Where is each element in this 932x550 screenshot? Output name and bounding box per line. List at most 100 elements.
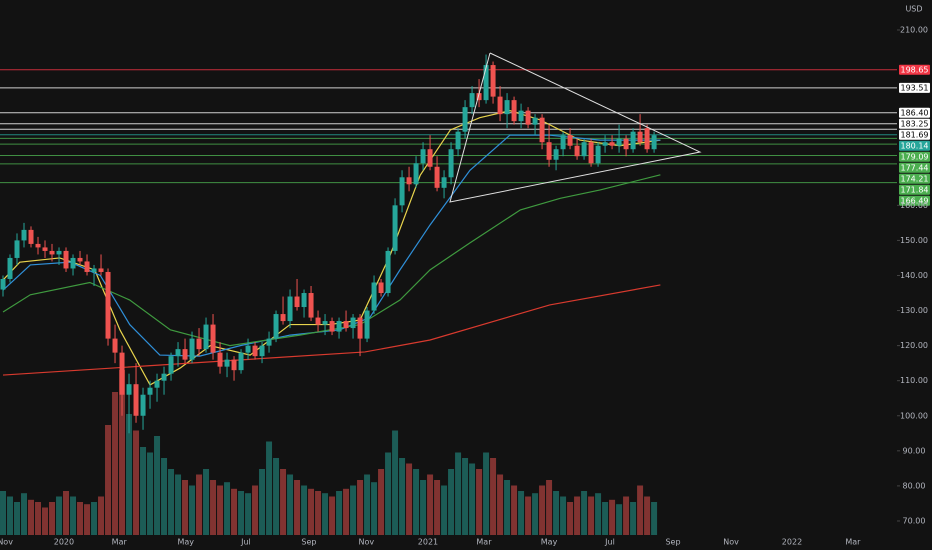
volume-bar xyxy=(210,480,217,535)
volume-bar xyxy=(434,480,441,535)
volume-bar xyxy=(56,496,63,535)
volume-bar xyxy=(581,491,588,535)
x-tick-label: 2022 xyxy=(782,538,802,547)
volume-bar xyxy=(308,488,315,535)
x-tick-label: Mar xyxy=(112,538,128,547)
volume-bar xyxy=(224,482,231,535)
x-tick-label: Nov xyxy=(0,538,13,547)
volume-bar xyxy=(623,496,630,535)
candle-body xyxy=(567,135,573,146)
triangle-pattern xyxy=(449,52,702,203)
level-label-box xyxy=(899,184,930,195)
candle-body xyxy=(553,149,559,160)
volume-bar xyxy=(399,458,406,535)
x-tick-label: Mar xyxy=(476,538,492,547)
candle-body xyxy=(378,282,384,294)
volume-bar xyxy=(322,493,329,535)
candle-body xyxy=(56,250,62,255)
volume-bar xyxy=(280,469,287,535)
candle-body xyxy=(609,142,615,146)
candle-body xyxy=(301,293,307,308)
candle-body xyxy=(455,131,461,150)
x-tick-label: 2020 xyxy=(54,538,74,547)
candle-body xyxy=(350,317,356,329)
candle-body xyxy=(315,317,321,325)
x-tick-label: Mar xyxy=(845,538,861,547)
candle-body xyxy=(462,107,468,132)
volume-bar xyxy=(497,474,504,535)
level-label-box xyxy=(899,118,930,129)
volume-bar xyxy=(252,485,259,535)
candle-body xyxy=(147,387,153,395)
candle-body xyxy=(476,93,482,101)
candle-body xyxy=(483,65,489,101)
candle-body xyxy=(203,324,209,350)
candle-body xyxy=(252,345,258,357)
candle-body xyxy=(238,352,244,371)
candle-body xyxy=(273,314,279,339)
volume-bar xyxy=(378,469,385,535)
volume-bar xyxy=(182,480,189,535)
y-tick-label: 120.00 xyxy=(900,341,928,350)
candle-body xyxy=(105,271,111,339)
candle-body xyxy=(287,296,293,322)
volume-bar xyxy=(301,485,308,535)
volume-bar xyxy=(119,370,126,535)
volume-bar xyxy=(448,469,455,535)
candle-body xyxy=(336,321,342,332)
candle-body xyxy=(651,135,657,150)
level-label: 181.69 xyxy=(901,130,929,139)
volume-bar xyxy=(392,430,399,535)
candle-body xyxy=(196,338,202,350)
candles xyxy=(0,54,657,434)
candle-body xyxy=(42,247,48,251)
level-label: 186.40 xyxy=(901,108,929,117)
volume-bar xyxy=(637,485,644,535)
level-label: 193.51 xyxy=(901,83,929,92)
volume-bar xyxy=(595,493,602,535)
level-label: 183.25 xyxy=(901,119,929,128)
volume-bar xyxy=(343,488,350,535)
volume-bar xyxy=(546,480,553,535)
volume-bar xyxy=(511,485,518,535)
candle-body xyxy=(532,117,538,125)
volume-bar xyxy=(616,504,623,535)
x-tick-label: Jul xyxy=(604,538,615,547)
x-tick-label: Nov xyxy=(723,538,739,547)
candle-body xyxy=(0,278,6,290)
volume-bar xyxy=(196,474,203,535)
candle-body xyxy=(224,359,230,367)
candle-body xyxy=(308,293,314,318)
candle-body xyxy=(266,338,272,346)
volume-bar xyxy=(154,436,161,535)
candle-body xyxy=(294,296,300,308)
volume-bar xyxy=(70,496,77,535)
candle-body xyxy=(7,257,13,279)
level-label: 177.44 xyxy=(901,163,929,172)
volume-bar xyxy=(364,474,371,535)
volume-bar xyxy=(231,488,238,535)
volume-bar xyxy=(455,452,462,535)
volume-bar xyxy=(483,452,490,535)
moving-average xyxy=(2,284,661,376)
candle-body xyxy=(441,177,447,188)
volume-bar xyxy=(168,469,175,535)
candle-body xyxy=(616,138,622,146)
volume-bar xyxy=(91,502,98,535)
x-tick-label: Sep xyxy=(665,538,680,547)
volume-pane xyxy=(0,370,658,535)
volume-bar xyxy=(217,485,224,535)
levels: 198.65 193.51 186.40 183.25 181.69 180.14 179.… xyxy=(0,64,930,206)
candle-body xyxy=(28,229,34,244)
candle-body xyxy=(14,240,20,258)
candle-body xyxy=(35,243,41,248)
candle-body xyxy=(280,314,286,322)
volume-bar xyxy=(189,485,196,535)
volume-bar xyxy=(420,480,427,535)
candle-body xyxy=(77,257,83,262)
level-label-box xyxy=(899,195,930,206)
volume-bar xyxy=(602,502,609,535)
level-label: 179.09 xyxy=(901,152,929,161)
candle-body xyxy=(595,145,601,164)
volume-bar xyxy=(42,507,49,535)
